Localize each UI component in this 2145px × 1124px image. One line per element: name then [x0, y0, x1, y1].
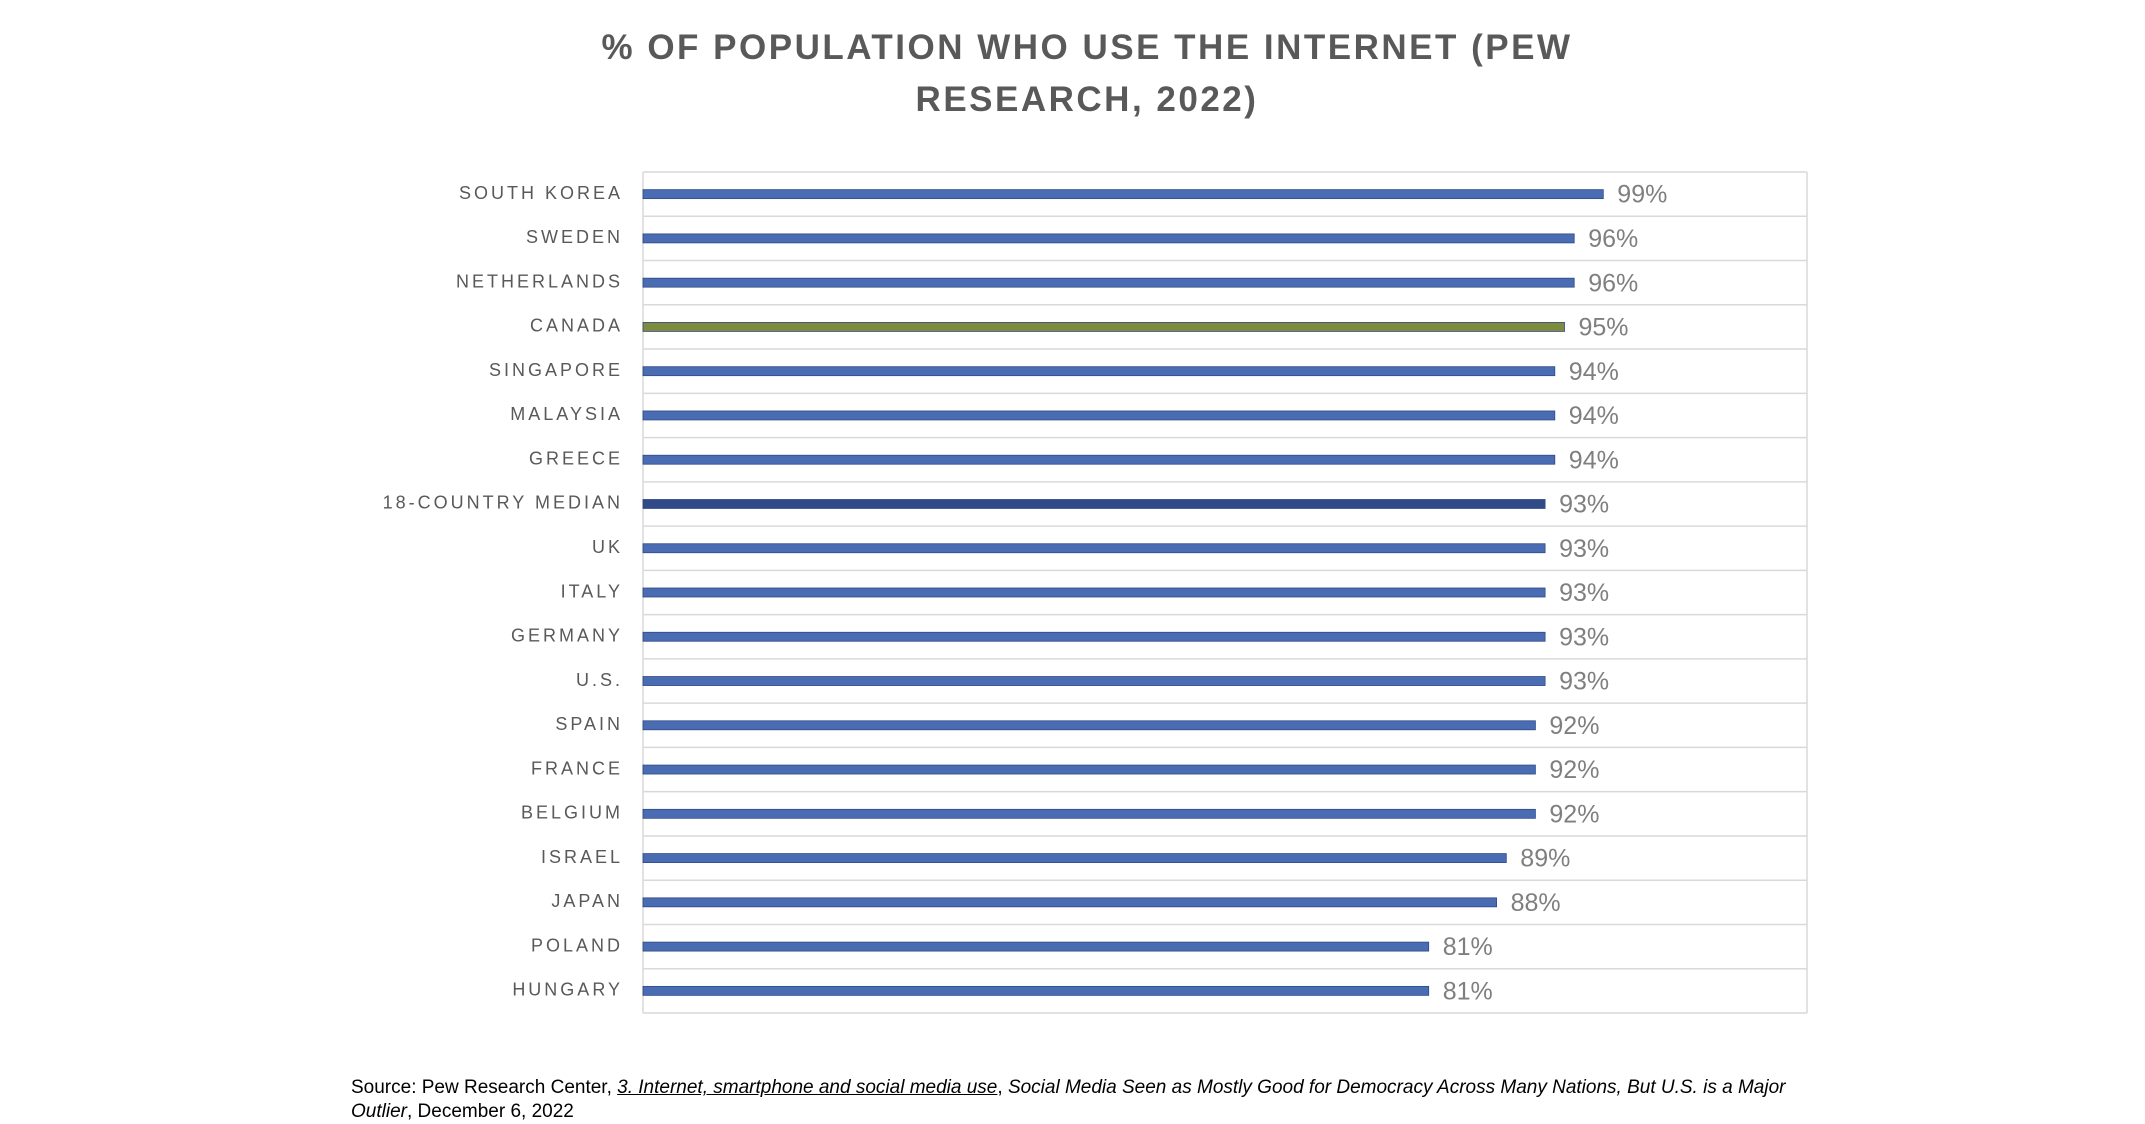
- source-text: Source: Pew Research Center,: [351, 1077, 618, 1098]
- value-label: 89%: [1520, 845, 1570, 873]
- value-label: 81%: [1443, 933, 1493, 961]
- value-label: 96%: [1588, 225, 1638, 253]
- bar: [642, 189, 1604, 200]
- bar: [642, 631, 1546, 642]
- category-label: UK: [592, 537, 623, 557]
- category-label: ISRAEL: [541, 847, 623, 867]
- value-label: 94%: [1569, 402, 1619, 430]
- bar: [642, 366, 1556, 377]
- chart-title: % OF POPULATION WHO USE THE INTERNET (PE…: [601, 28, 1573, 119]
- value-label: 94%: [1569, 446, 1619, 474]
- category-label: GREECE: [529, 448, 623, 468]
- category-label: JAPAN: [551, 891, 623, 911]
- value-label: 96%: [1588, 269, 1638, 297]
- source-text: , December 6, 2022: [406, 1101, 574, 1122]
- value-label: 93%: [1559, 579, 1609, 607]
- category-label: U.S.: [576, 670, 623, 690]
- bar: [642, 985, 1430, 996]
- value-label: 93%: [1559, 491, 1609, 519]
- value-label: 93%: [1559, 535, 1609, 563]
- bar: [642, 587, 1546, 598]
- chart: SOUTH KOREA 99% SWEDEN 96% NETHERLANDS 96% CAN…: [383, 171, 1808, 1014]
- category-label: ITALY: [561, 581, 623, 601]
- category-label: MALAYSIA: [510, 404, 623, 424]
- category-label: POLAND: [531, 935, 623, 955]
- source-text: ,: [997, 1077, 1008, 1098]
- category-label: CANADA: [530, 316, 623, 336]
- category-label: GERMANY: [511, 626, 623, 646]
- bar: [642, 853, 1507, 863]
- category-label: BELGIUM: [521, 803, 623, 823]
- value-label: 99%: [1617, 181, 1667, 209]
- value-label: 88%: [1511, 889, 1561, 917]
- bar: [642, 897, 1497, 908]
- bar: [642, 720, 1536, 731]
- value-label: 92%: [1549, 800, 1599, 828]
- bar: [642, 543, 1546, 554]
- bar: [642, 233, 1575, 244]
- value-label: 94%: [1569, 358, 1619, 386]
- value-label: 81%: [1443, 977, 1493, 1005]
- source-link[interactable]: 3. Internet, smartphone and social media…: [617, 1077, 998, 1098]
- category-label: SWEDEN: [526, 227, 623, 247]
- bar: [642, 454, 1556, 465]
- bar: [642, 808, 1536, 819]
- category-label: SINGAPORE: [489, 360, 623, 380]
- bar: [642, 322, 1565, 332]
- bar: [642, 499, 1546, 509]
- bar: [642, 277, 1575, 288]
- bar: [642, 764, 1536, 775]
- value-label: 93%: [1559, 668, 1609, 696]
- category-label: 18-COUNTRY MEDIAN: [383, 493, 623, 513]
- category-label: SOUTH KOREA: [459, 183, 623, 203]
- category-label: FRANCE: [531, 758, 623, 778]
- bar: [642, 676, 1546, 686]
- value-label: 95%: [1579, 314, 1629, 342]
- category-label: SPAIN: [555, 714, 623, 734]
- category-label: NETHERLANDS: [456, 271, 623, 291]
- bar: [642, 410, 1556, 421]
- source-title: Social Media Seen as Mostly Good for Dem…: [351, 1077, 1786, 1122]
- value-label: 93%: [1559, 623, 1609, 651]
- category-label: HUNGARY: [512, 980, 623, 1000]
- source-note: Source: Pew Research Center, 3. Internet…: [351, 1076, 1791, 1124]
- bar: [642, 941, 1430, 952]
- value-label: 92%: [1549, 712, 1599, 740]
- value-label: 92%: [1549, 756, 1599, 784]
